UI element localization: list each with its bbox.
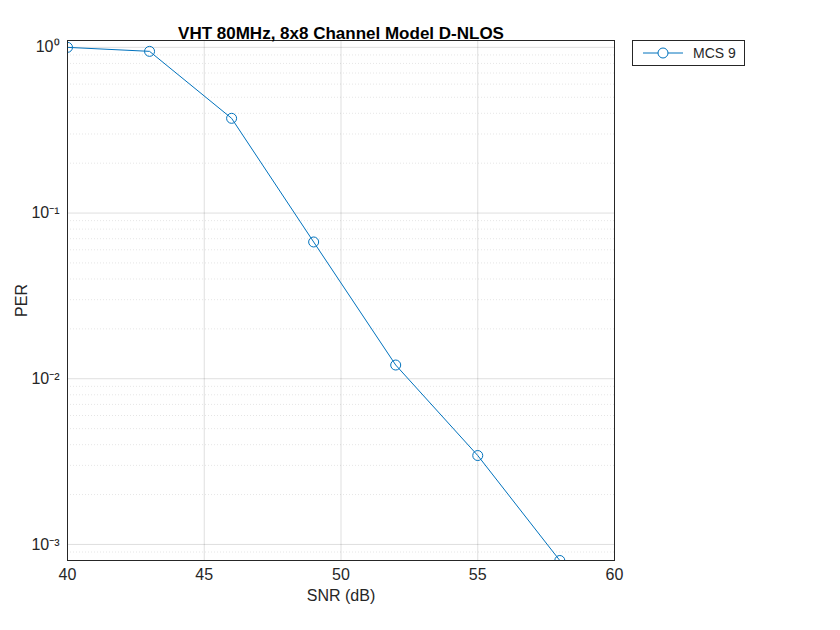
svg-text:10⁰: 10⁰ [36,38,60,55]
svg-text:10⁻¹: 10⁻¹ [31,204,59,221]
svg-text:60: 60 [606,566,624,583]
svg-text:55: 55 [469,566,487,583]
svg-text:VHT 80MHz, 8x8 Channel Model D: VHT 80MHz, 8x8 Channel Model D-NLOS [178,24,504,43]
svg-text:40: 40 [59,566,77,583]
svg-text:50: 50 [332,566,350,583]
svg-text:10⁻³: 10⁻³ [31,536,60,553]
svg-text:SNR (dB): SNR (dB) [307,587,375,604]
svg-text:PER: PER [13,284,30,317]
svg-text:45: 45 [195,566,213,583]
svg-text:10⁻²: 10⁻² [31,370,60,387]
html-text:MCS 9: MCS 9 [693,45,736,61]
